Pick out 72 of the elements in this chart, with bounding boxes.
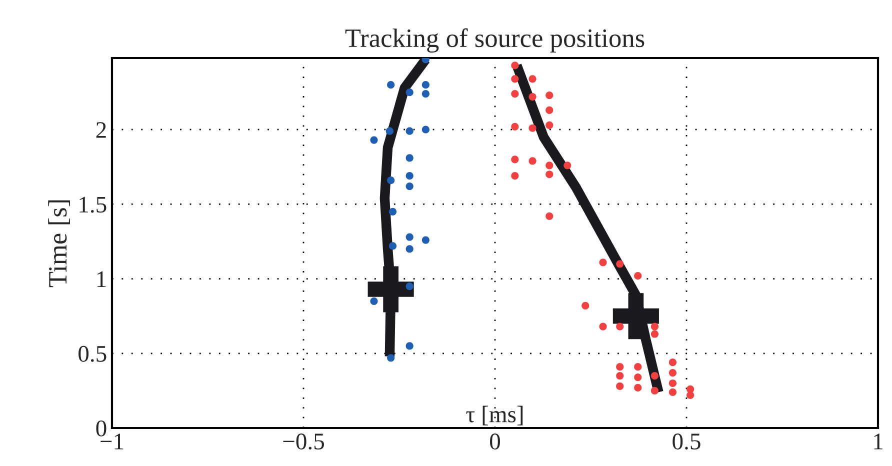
point bbox=[422, 236, 430, 244]
y-tick-label: 1 bbox=[97, 271, 106, 287]
point bbox=[406, 172, 414, 180]
chart-title: Tracking of source positions bbox=[345, 28, 644, 53]
point bbox=[370, 297, 378, 305]
point bbox=[528, 92, 536, 101]
point bbox=[546, 91, 554, 100]
point bbox=[422, 90, 430, 98]
point bbox=[668, 368, 677, 377]
point bbox=[511, 62, 519, 70]
point bbox=[634, 384, 642, 392]
point bbox=[599, 322, 607, 330]
point bbox=[546, 212, 554, 220]
point bbox=[388, 242, 397, 250]
point bbox=[650, 322, 659, 330]
x-tick-label: 0.5 bbox=[672, 434, 700, 450]
point bbox=[422, 126, 430, 134]
point bbox=[406, 88, 414, 96]
point bbox=[650, 330, 659, 338]
point bbox=[406, 154, 414, 162]
point bbox=[387, 81, 395, 89]
point bbox=[616, 363, 624, 371]
point bbox=[668, 388, 677, 396]
point bbox=[546, 121, 554, 129]
y-tick-label: 1.5 bbox=[80, 196, 106, 213]
point bbox=[406, 127, 414, 135]
x-tick-label: 1 bbox=[874, 434, 882, 450]
point bbox=[616, 382, 624, 390]
point bbox=[511, 122, 519, 130]
x-tick-label: 0 bbox=[490, 434, 500, 450]
y-tick-label: 2 bbox=[96, 122, 106, 138]
point bbox=[582, 302, 590, 310]
point bbox=[546, 106, 554, 114]
point bbox=[406, 282, 414, 290]
point bbox=[388, 208, 397, 216]
point bbox=[511, 172, 519, 180]
point bbox=[668, 358, 677, 366]
y-axis-title: Time [s] bbox=[48, 200, 70, 288]
point bbox=[406, 245, 414, 253]
point bbox=[511, 90, 519, 98]
point bbox=[546, 170, 554, 178]
point bbox=[616, 322, 624, 330]
point bbox=[386, 127, 394, 135]
point bbox=[616, 260, 624, 268]
point bbox=[564, 162, 572, 170]
point bbox=[616, 372, 624, 380]
x-axis-title: τ [ms] bbox=[466, 406, 523, 426]
point bbox=[511, 75, 519, 83]
y-tick-label: 0.5 bbox=[78, 346, 106, 362]
point bbox=[634, 272, 642, 280]
point bbox=[686, 391, 694, 399]
point bbox=[406, 182, 414, 190]
point bbox=[370, 136, 378, 144]
point bbox=[406, 233, 414, 241]
point bbox=[387, 354, 395, 362]
point bbox=[599, 258, 607, 266]
point bbox=[650, 386, 659, 395]
point bbox=[528, 75, 536, 83]
point bbox=[528, 157, 536, 165]
point bbox=[546, 162, 554, 170]
point bbox=[528, 124, 536, 132]
point bbox=[650, 372, 659, 380]
point bbox=[634, 363, 642, 371]
point bbox=[668, 379, 677, 388]
point bbox=[368, 266, 414, 312]
point bbox=[406, 342, 414, 350]
point bbox=[612, 293, 659, 340]
point bbox=[422, 81, 430, 89]
point bbox=[387, 176, 395, 184]
point bbox=[511, 156, 519, 164]
x-tick-label: −0.5 bbox=[283, 434, 324, 450]
point bbox=[634, 373, 642, 382]
